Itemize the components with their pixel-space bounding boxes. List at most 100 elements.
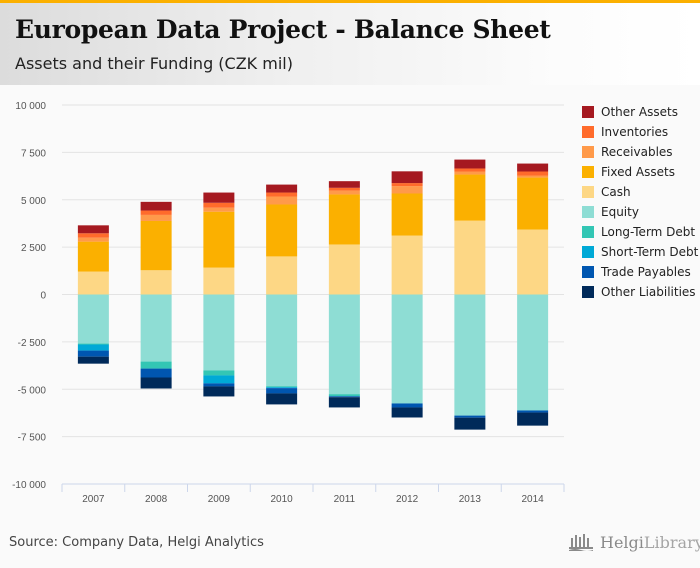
x-tick-label: 2012 [396, 494, 419, 505]
legend-swatch [582, 246, 594, 258]
chart-header: European Data Project - Balance Sheet As… [0, 0, 700, 85]
legend-swatch [582, 106, 594, 118]
legend-swatch [582, 206, 594, 218]
y-tick-label: 10 000 [15, 101, 46, 112]
bar-other-liabilities-2007 [77, 356, 109, 364]
bar-cash-2010 [266, 256, 298, 295]
bar-trade-payables-2008 [140, 368, 172, 378]
x-tick-label: 2008 [145, 494, 168, 505]
legend-swatch [582, 286, 594, 298]
bar-fixed-assets-2013 [454, 174, 486, 221]
legend-label: Other Liabilities [601, 285, 696, 299]
bar-fixed-assets-2007 [77, 241, 109, 272]
bar-other-assets-2007 [77, 225, 109, 234]
y-tick-label: -2 500 [18, 338, 47, 349]
bar-cash-2009 [203, 267, 235, 295]
bar-other-assets-2014 [517, 163, 549, 172]
bar-other-assets-2012 [391, 171, 423, 184]
bar-receivables-2010 [266, 196, 298, 205]
bar-fixed-assets-2011 [328, 194, 360, 245]
bar-long-term-debt-2009 [203, 370, 235, 376]
legend-label: Other Assets [601, 105, 678, 119]
bar-other-assets-2013 [454, 159, 486, 169]
bar-other-liabilities-2014 [517, 412, 549, 426]
y-tick-label: -10 000 [12, 480, 46, 491]
legend-label: Fixed Assets [601, 165, 675, 179]
y-tick-label: -5 000 [18, 385, 47, 396]
bar-inventories-2011 [328, 187, 360, 191]
bar-equity-2012 [391, 294, 423, 404]
bar-cash-2014 [517, 229, 549, 295]
bar-trade-payables-2007 [77, 350, 109, 357]
legend-item-inventories[interactable]: Inventories [582, 122, 698, 142]
x-tick-label: 2011 [334, 494, 356, 505]
bar-long-term-debt-2007 [77, 343, 109, 345]
bar-receivables-2007 [77, 237, 109, 242]
bar-equity-2010 [266, 294, 298, 387]
bar-short-term-debt-2007 [77, 344, 109, 351]
bar-inventories-2013 [454, 168, 486, 172]
library-building-icon [569, 534, 593, 551]
bar-other-liabilities-2008 [140, 377, 172, 389]
logo-text-light: Library. [643, 532, 700, 552]
balance-sheet-chart: 10 000 7 500 5 000 2 500 0 -2 500 -5 000 -7 500… [12, 101, 565, 505]
legend-swatch [582, 186, 594, 198]
bar-short-term-debt-2010 [266, 387, 298, 389]
legend-item-cash[interactable]: Cash [582, 182, 698, 202]
logo-text-bold: Helgi [600, 532, 644, 552]
legend-item-receivables[interactable]: Receivables [582, 142, 698, 162]
legend-label: Equity [601, 205, 639, 219]
y-tick-label: -7 500 [18, 433, 47, 444]
legend-label: Short-Term Debt [601, 245, 699, 259]
bar-long-term-debt-2010 [266, 386, 298, 388]
bar-equity-2011 [328, 294, 360, 395]
y-tick-label: 5 000 [21, 196, 46, 207]
chart-subtitle: Assets and their Funding (CZK mil) [15, 54, 293, 73]
bar-fixed-assets-2008 [140, 220, 172, 271]
chart-title: European Data Project - Balance Sheet [15, 15, 551, 44]
bar-equity-2007 [77, 294, 109, 344]
legend-item-fixed-assets[interactable]: Fixed Assets [582, 162, 698, 182]
x-tick-label: 2013 [459, 494, 482, 505]
bar-equity-2009 [203, 294, 235, 371]
bar-receivables-2012 [391, 186, 423, 194]
bar-other-assets-2010 [266, 184, 298, 193]
bar-receivables-2014 [517, 175, 549, 178]
bar-inventories-2009 [203, 202, 235, 208]
bar-long-term-debt-2008 [140, 361, 172, 369]
bar-other-liabilities-2009 [203, 386, 235, 397]
bar-fixed-assets-2014 [517, 177, 549, 230]
legend-item-equity[interactable]: Equity [582, 202, 698, 222]
bar-cash-2007 [77, 271, 109, 295]
legend-item-other-assets[interactable]: Other Assets [582, 102, 698, 122]
x-tick-label: 2009 [208, 494, 231, 505]
bar-equity-2014 [517, 294, 549, 411]
x-tick-label: 2014 [522, 494, 545, 505]
legend-item-other-liabilities[interactable]: Other Liabilities [582, 282, 698, 302]
bar-other-liabilities-2013 [454, 417, 486, 430]
y-tick-label: 2 500 [21, 243, 46, 254]
bar-trade-payables-2009 [203, 383, 235, 387]
bar-trade-payables-2014 [517, 410, 549, 413]
bar-inventories-2014 [517, 171, 549, 176]
bar-inventories-2008 [140, 210, 172, 215]
bar-cash-2011 [328, 244, 360, 295]
bar-other-liabilities-2010 [266, 393, 298, 405]
bar-trade-payables-2013 [454, 415, 486, 418]
bar-inventories-2010 [266, 192, 298, 197]
legend-item-short-term-debt[interactable]: Short-Term Debt [582, 242, 698, 262]
bar-other-assets-2008 [140, 201, 172, 211]
legend-label: Inventories [601, 125, 669, 139]
legend-item-long-term-debt[interactable]: Long-Term Debt [582, 222, 698, 242]
bar-long-term-debt-2011 [328, 394, 360, 397]
bar-inventories-2007 [77, 233, 109, 238]
bar-other-assets-2011 [328, 181, 360, 188]
bar-cash-2012 [391, 235, 423, 295]
bar-other-liabilities-2011 [328, 397, 360, 408]
bar-receivables-2009 [203, 207, 235, 212]
y-tick-label: 7 500 [21, 148, 46, 159]
bar-other-liabilities-2012 [391, 407, 423, 418]
legend-item-trade-payables[interactable]: Trade Payables [582, 262, 698, 282]
chart-legend: Other Assets Inventories Receivables Fixed … [582, 102, 698, 302]
x-tick-label: 2010 [271, 494, 294, 505]
